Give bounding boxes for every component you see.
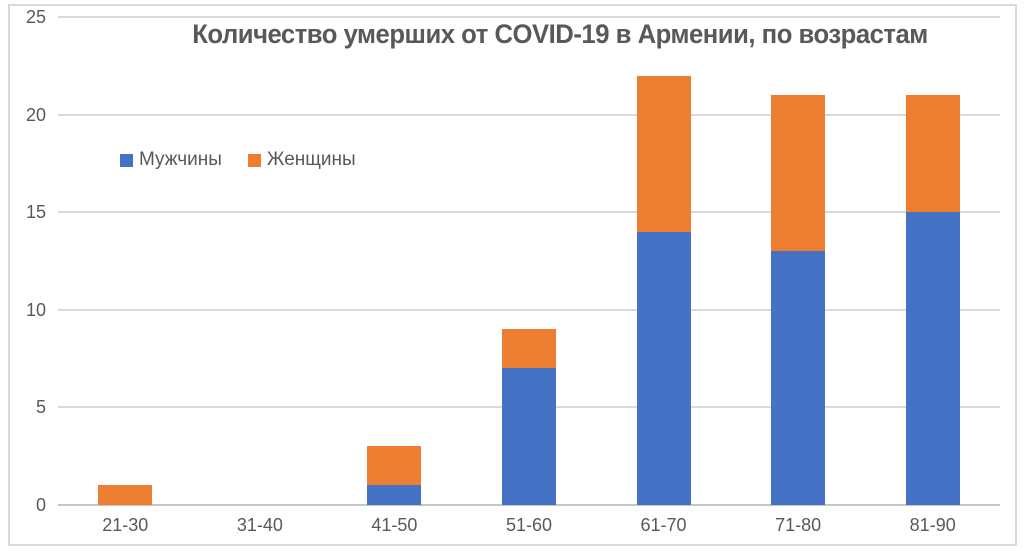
legend-swatch-female-icon [247, 153, 261, 167]
y-tick-label: 0 [35, 495, 46, 515]
bar-segment-female [771, 95, 826, 252]
gridline [58, 308, 1000, 311]
gridline [58, 16, 1000, 18]
x-tick-label: 41-50 [371, 515, 418, 535]
bar-segment-male [367, 485, 422, 505]
x-axis-line [58, 504, 1000, 506]
legend: Мужчины Женщины [120, 149, 356, 171]
legend-label-female: Женщины [266, 149, 356, 170]
y-tick-label: 10 [25, 299, 46, 320]
bar-segment-female [367, 446, 422, 486]
y-tick-label: 15 [25, 202, 46, 223]
legend-item-female: Женщины [247, 149, 356, 171]
x-tick-label: 31-40 [236, 515, 283, 535]
chart-title: Количество умерших от COVID-19 в Армении… [192, 19, 928, 49]
bar-segment-male [636, 231, 691, 505]
gridline [58, 211, 1000, 214]
x-tick-label: 81-90 [909, 515, 956, 535]
x-tick-label: 51-60 [505, 515, 552, 535]
bar-segment-female [905, 95, 960, 213]
y-tick-label: 20 [25, 104, 46, 125]
y-tick-label: 5 [35, 397, 46, 418]
legend-label-male: Мужчины [139, 149, 222, 170]
legend-item-male: Мужчины [120, 149, 222, 171]
x-tick-label: 61-70 [640, 515, 687, 535]
legend-swatch-male-icon [120, 153, 133, 167]
x-tick-label: 21-30 [102, 515, 149, 535]
gridline [58, 113, 1000, 116]
bar-segment-female [98, 485, 153, 505]
y-tick-label: 25 [25, 7, 46, 27]
bar-segment-female [502, 329, 556, 369]
bar-segment-male [502, 368, 556, 505]
bar-segment-male [905, 212, 960, 505]
bar-segment-female [636, 75, 691, 232]
x-tick-label: 71-80 [775, 515, 822, 535]
bar-segment-male [771, 251, 826, 505]
